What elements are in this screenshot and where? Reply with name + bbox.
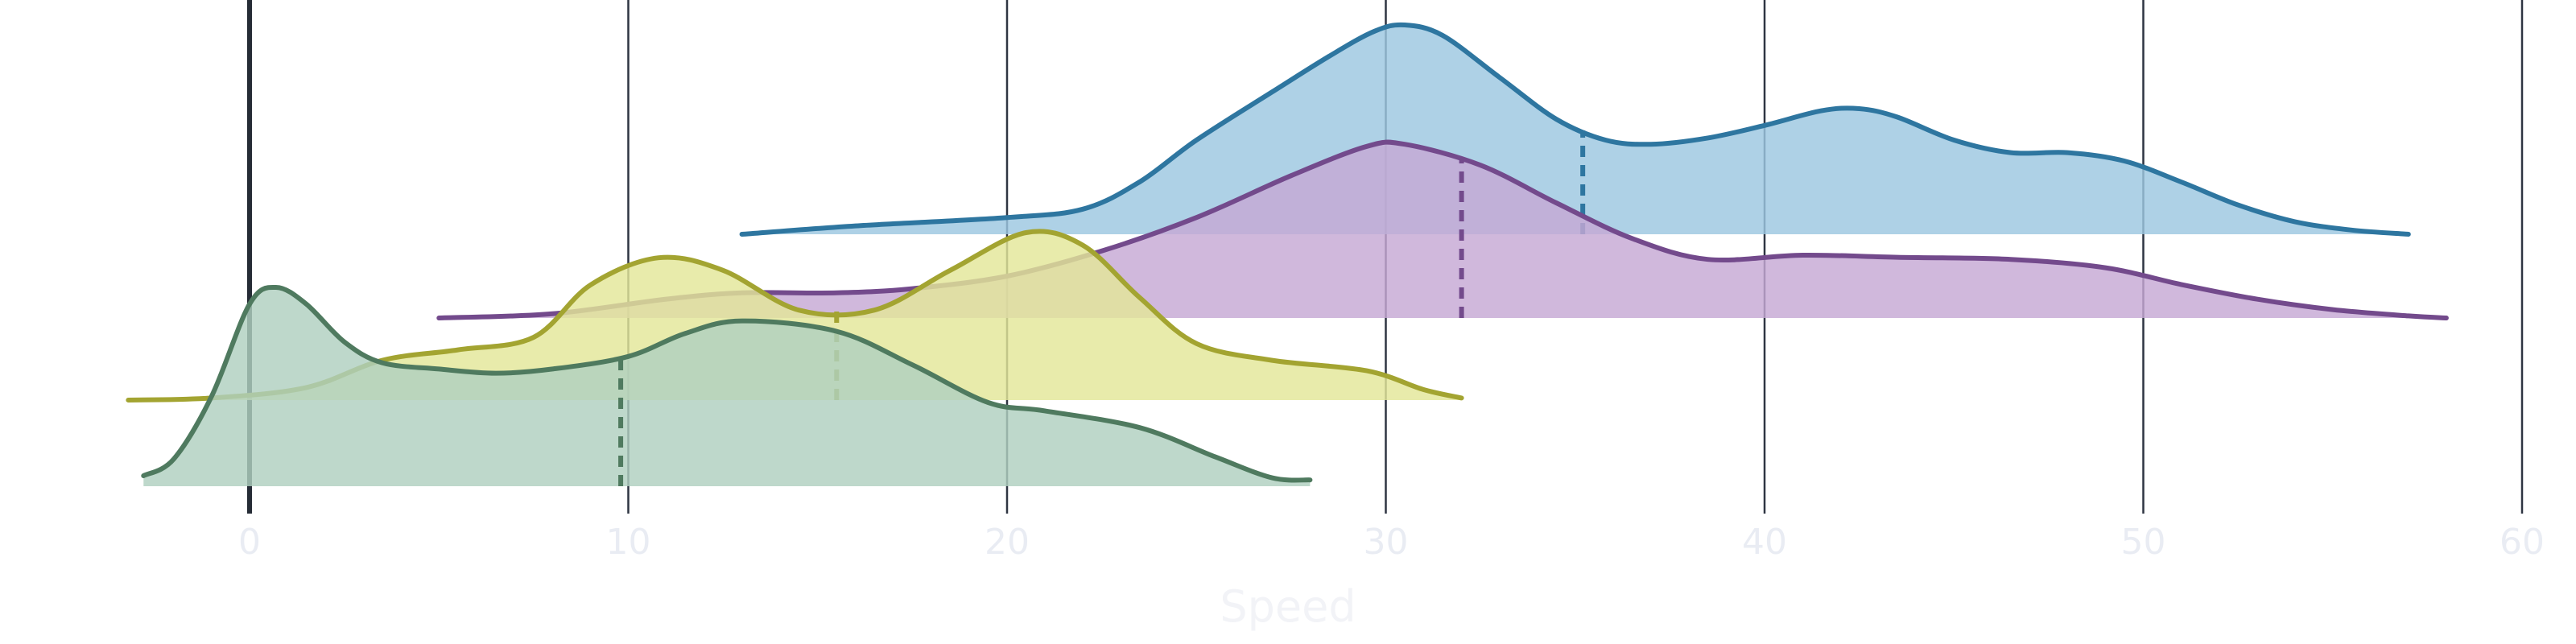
ridge-series	[739, 22, 2411, 237]
x-tick-label: 0	[238, 522, 261, 563]
x-tick-label: 50	[2121, 522, 2166, 563]
ridge-area	[128, 231, 1462, 400]
x-tick-label: 30	[1364, 522, 1409, 563]
ridge-area	[143, 287, 1311, 486]
density-ridges	[126, 22, 2449, 486]
x-tick-label: 10	[606, 522, 651, 563]
ridge-outline	[141, 284, 1313, 483]
x-tick-label: 60	[2500, 522, 2545, 563]
ridge-outline	[436, 139, 2449, 320]
x-tick-label: 40	[1742, 522, 1787, 563]
ridge-outline	[739, 22, 2411, 237]
ridge-area	[439, 142, 2446, 318]
ridge-series	[141, 284, 1313, 486]
ridge-series	[436, 139, 2449, 320]
x-axis-title: Speed	[1220, 581, 1356, 632]
x-tick-label: 20	[985, 522, 1030, 563]
x-tick-labels: 0 10 20 30 40 50 60	[238, 522, 2545, 563]
